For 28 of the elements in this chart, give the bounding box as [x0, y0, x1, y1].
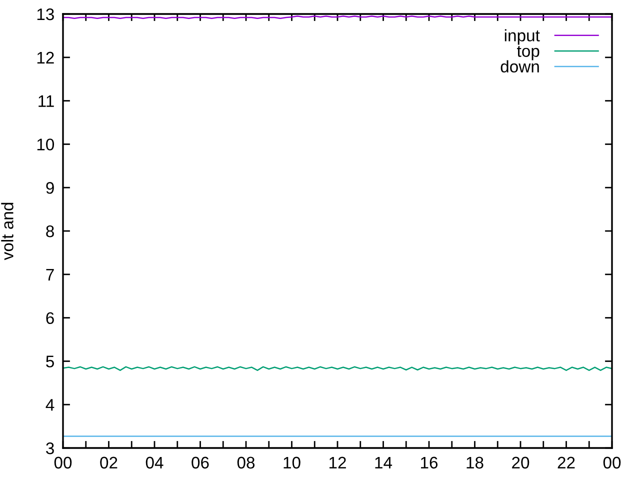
y-tick-label: 6 [46, 312, 54, 324]
x-tick-label: 00 [603, 456, 621, 469]
legend-label: down [500, 60, 539, 73]
y-tick-label: 11 [38, 95, 54, 107]
y-tick-label: 3 [46, 442, 54, 454]
y-tick-label: 13 [37, 8, 54, 20]
x-tick-label: 20 [512, 456, 530, 469]
legend-label: top [517, 46, 540, 60]
y-tick-label: 10 [37, 138, 54, 150]
x-tick-label: 04 [146, 456, 164, 469]
y-tick-label: 9 [46, 182, 54, 194]
y-tick-label: 8 [46, 225, 54, 238]
y-tick-label: 4 [46, 399, 54, 411]
x-tick-label: 22 [558, 456, 575, 468]
x-tick-label: 18 [466, 456, 484, 469]
legend-label: input [504, 29, 540, 45]
x-tick-label: 10 [284, 456, 300, 469]
x-tick-label: 02 [100, 456, 118, 469]
y-axis-title: volt and [1, 202, 14, 260]
x-tick-label: 00 [54, 456, 72, 469]
x-tick-label: 06 [192, 456, 209, 469]
x-tick-label: 12 [330, 456, 346, 468]
x-tick-label: 14 [375, 456, 392, 468]
y-tick-label: 12 [37, 52, 54, 64]
x-tick-label: 16 [421, 456, 438, 469]
x-tick-label: 08 [237, 456, 255, 469]
y-tick-label: 7 [46, 268, 54, 280]
y-tick-label: 5 [46, 356, 54, 368]
